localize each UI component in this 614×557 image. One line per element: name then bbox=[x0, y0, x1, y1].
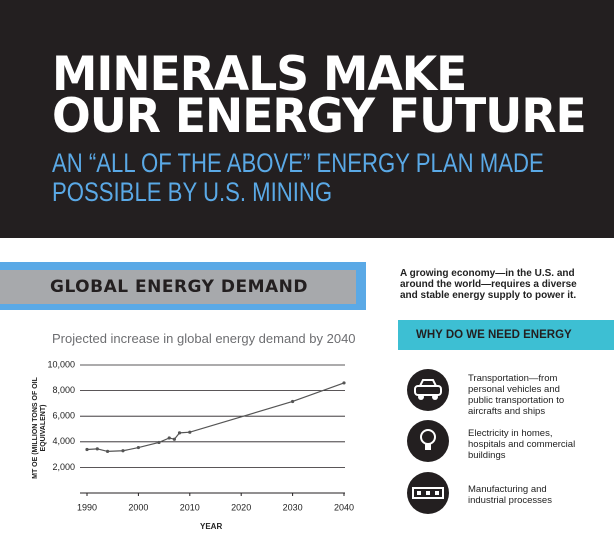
data-point bbox=[95, 447, 99, 451]
sidebar-heading: WHY DO WE NEED ENERGY bbox=[416, 329, 572, 341]
intro-text: A growing economy—in the U.S. and around… bbox=[400, 268, 577, 301]
wheel bbox=[418, 394, 424, 400]
x-tick-label: 2040 bbox=[334, 502, 354, 512]
x-tick-label: 2000 bbox=[128, 502, 148, 512]
y-tick-label: 4,000 bbox=[52, 436, 75, 446]
car-body bbox=[414, 385, 442, 396]
bulb-base bbox=[425, 444, 431, 450]
x-tick-label: 2030 bbox=[283, 502, 303, 512]
subtitle-line: POSSIBLE BY U.S. MINING bbox=[52, 177, 333, 207]
reason-text: Electricity in homes, hospitals and comm… bbox=[468, 428, 576, 461]
data-point bbox=[172, 437, 176, 441]
x-tick-label: 1990 bbox=[77, 502, 97, 512]
factory bbox=[412, 487, 444, 499]
y-tick-label: 6,000 bbox=[52, 411, 75, 421]
data-point bbox=[157, 440, 161, 445]
wheel bbox=[432, 394, 438, 400]
bulb-icon bbox=[407, 420, 449, 462]
data-point bbox=[121, 449, 125, 453]
x-axis-label: YEAR bbox=[200, 522, 223, 531]
chart-title: Projected increase in global energy dema… bbox=[52, 331, 356, 346]
data-point bbox=[177, 431, 182, 435]
window bbox=[435, 491, 439, 495]
subtitle-line: AN “ALL OF THE ABOVE” ENERGY PLAN MADE bbox=[52, 148, 544, 178]
car-icon bbox=[407, 369, 449, 411]
window bbox=[426, 491, 430, 495]
data-point bbox=[291, 399, 295, 404]
y-tick-label: 8,000 bbox=[52, 385, 75, 395]
section-banner-inner bbox=[0, 270, 356, 304]
title-line: MINERALS MAKE bbox=[52, 47, 467, 102]
section-title: GLOBAL ENERGY DEMAND bbox=[50, 277, 308, 297]
data-point bbox=[167, 436, 171, 440]
y-tick-label: 2,000 bbox=[52, 462, 75, 472]
header-band bbox=[0, 0, 614, 238]
icons bbox=[407, 369, 449, 514]
data-point bbox=[136, 445, 140, 450]
data-point bbox=[85, 447, 89, 452]
window bbox=[417, 491, 421, 495]
y-tick-label: 10,000 bbox=[47, 359, 75, 369]
data-point bbox=[342, 381, 346, 385]
x-tick-label: 2020 bbox=[231, 502, 251, 512]
heading-banner bbox=[398, 320, 614, 350]
data-line bbox=[86, 382, 345, 453]
title-line: OUR ENERGY FUTURE bbox=[52, 89, 587, 144]
car-roof bbox=[419, 379, 437, 387]
data-point bbox=[188, 430, 192, 434]
x-tick-label: 2010 bbox=[180, 502, 200, 512]
reason-text: Transportation—from personal vehicles an… bbox=[468, 373, 565, 417]
data-point bbox=[105, 449, 110, 453]
reason-text: Manufacturing and industrial processes bbox=[468, 484, 552, 506]
